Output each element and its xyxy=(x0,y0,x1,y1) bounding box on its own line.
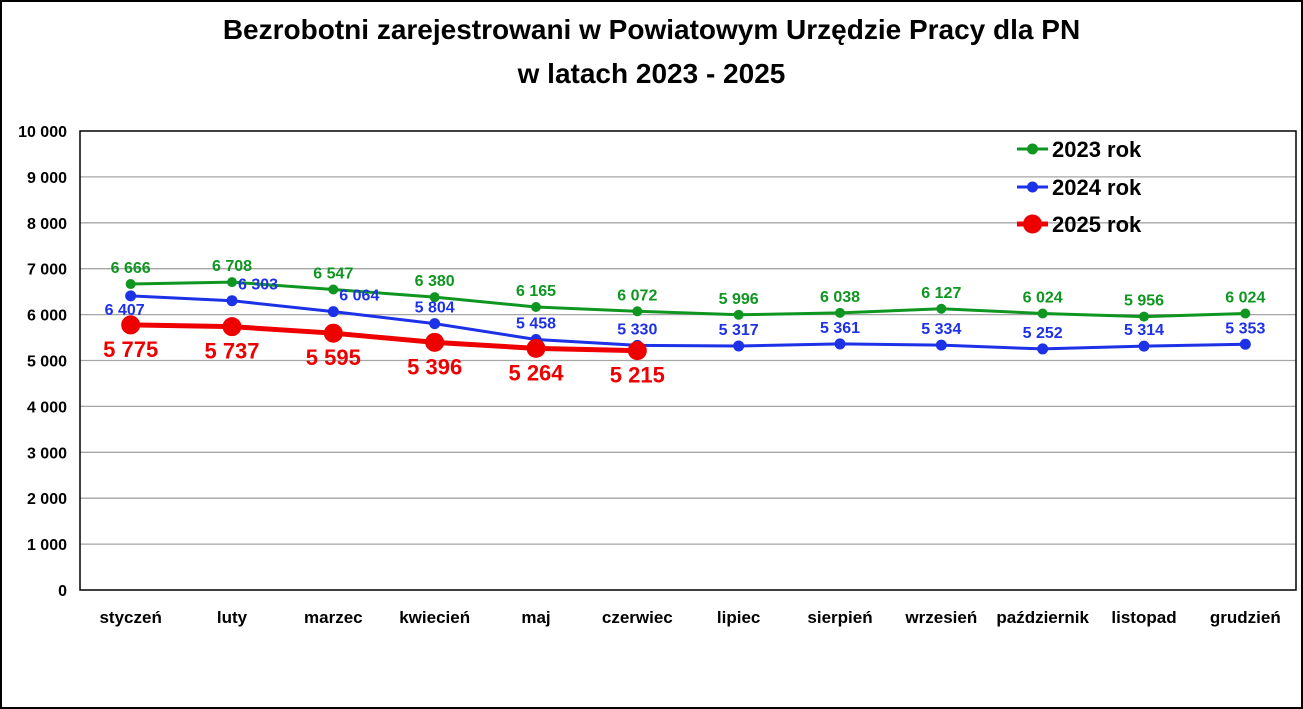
data-point-marker-2025-rok xyxy=(323,323,343,343)
x-axis-category-label: luty xyxy=(217,608,248,627)
y-axis-tick-label: 8 000 xyxy=(27,216,67,233)
data-point-marker-2023-rok xyxy=(835,307,845,318)
legend-label-2023-rok: 2023 rok xyxy=(1052,137,1142,162)
x-axis-category-label: październik xyxy=(996,608,1089,627)
data-label-2025-rok: 5 264 xyxy=(508,360,564,385)
data-label-2023-rok: 6 708 xyxy=(212,258,252,275)
data-label-2024-rok: 5 458 xyxy=(516,315,556,332)
data-point-marker-2025-rok xyxy=(121,315,141,335)
data-point-marker-2024-rok xyxy=(125,290,137,302)
data-point-marker-2024-rok xyxy=(1138,340,1150,352)
chart-title-line-1: Bezrobotni zarejestrowani w Powiatowym U… xyxy=(222,14,1081,45)
data-label-2023-rok: 6 666 xyxy=(111,260,151,277)
data-label-2024-rok: 6 303 xyxy=(238,277,278,294)
legend-marker-icon xyxy=(1027,143,1038,155)
data-point-marker-2024-rok xyxy=(327,306,339,318)
y-axis-tick-label: 7 000 xyxy=(27,262,67,279)
data-label-2023-rok: 5 996 xyxy=(719,291,759,308)
data-point-marker-2023-rok xyxy=(733,309,744,320)
x-axis-category-label: wrzesień xyxy=(904,608,977,627)
data-point-marker-2024-rok xyxy=(733,340,745,352)
series-line-2025-rok xyxy=(128,322,640,354)
data-label-2024-rok: 5 314 xyxy=(1124,322,1164,339)
x-axis-category-label: listopad xyxy=(1111,608,1176,627)
data-label-2024-rok: 5 334 xyxy=(921,321,961,338)
data-label-2024-rok: 6 407 xyxy=(105,302,145,319)
data-point-marker-2025-rok xyxy=(526,338,546,358)
y-axis-tick-label: 6 000 xyxy=(27,308,67,325)
data-point-marker-2024-rok xyxy=(834,338,846,350)
data-label-2023-rok: 6 547 xyxy=(313,265,353,282)
y-axis-tick-label: 4 000 xyxy=(27,399,67,416)
data-label-2024-rok: 6 064 xyxy=(339,288,379,305)
data-point-marker-2023-rok xyxy=(227,277,237,288)
data-point-marker-2023-rok xyxy=(531,302,541,313)
data-label-2023-rok: 6 038 xyxy=(820,289,860,306)
data-point-marker-2024-rok xyxy=(1037,343,1049,355)
y-axis-tick-label: 2 000 xyxy=(27,491,67,508)
x-axis-category-label: kwiecień xyxy=(399,608,470,627)
legend-marker-icon xyxy=(1027,181,1038,193)
data-point-marker-2025-rok xyxy=(627,341,647,361)
data-label-2024-rok: 5 361 xyxy=(820,320,860,337)
data-label-2023-rok: 6 380 xyxy=(415,273,455,290)
data-label-2024-rok: 5 317 xyxy=(719,322,759,339)
legend-marker-icon xyxy=(1023,214,1042,234)
data-point-marker-2023-rok xyxy=(328,284,339,295)
data-point-marker-2023-rok xyxy=(429,292,440,303)
legend-label-2025-rok: 2025 rok xyxy=(1052,212,1142,237)
x-axis-category-label: styczeń xyxy=(99,608,161,627)
x-axis-category-label: czerwiec xyxy=(602,608,673,627)
data-label-2025-rok: 5 737 xyxy=(204,339,259,364)
series-line-2023-rok xyxy=(129,280,1247,319)
x-axis-category-label: marzec xyxy=(304,608,363,627)
data-point-marker-2023-rok xyxy=(1240,308,1251,319)
y-axis-tick-label: 10 000 xyxy=(18,124,67,141)
data-label-2025-rok: 5 775 xyxy=(103,337,158,362)
data-label-2023-rok: 6 165 xyxy=(516,283,556,300)
data-point-marker-2023-rok xyxy=(1037,308,1048,319)
chart-title-line-2: w latach 2023 - 2025 xyxy=(517,58,786,89)
data-label-2025-rok: 5 595 xyxy=(306,345,361,370)
data-label-2024-rok: 5 804 xyxy=(415,300,455,317)
series-line-2024-rok xyxy=(129,294,1247,351)
y-axis-tick-label: 1 000 xyxy=(27,537,67,554)
x-axis-category-label: lipiec xyxy=(717,608,760,627)
data-label-2025-rok: 5 215 xyxy=(610,363,665,388)
data-label-2023-rok: 5 956 xyxy=(1124,293,1164,310)
data-label-2024-rok: 5 353 xyxy=(1225,320,1265,337)
data-point-marker-2024-rok xyxy=(429,318,441,330)
data-point-marker-2024-rok xyxy=(935,339,947,351)
x-axis-category-label: maj xyxy=(521,608,550,627)
y-axis-tick-label: 5 000 xyxy=(27,354,67,371)
data-point-marker-2023-rok xyxy=(632,306,643,317)
data-point-marker-2025-rok xyxy=(222,317,242,337)
data-point-marker-2024-rok xyxy=(1239,338,1251,350)
data-point-marker-2023-rok xyxy=(1139,311,1149,322)
data-point-marker-2024-rok xyxy=(226,295,238,307)
data-point-marker-2025-rok xyxy=(425,332,445,352)
x-axis-category-label: grudzień xyxy=(1210,608,1281,627)
legend-label-2024-rok: 2024 rok xyxy=(1052,175,1142,200)
data-point-marker-2023-rok xyxy=(125,279,136,290)
x-axis-category-label: sierpień xyxy=(807,608,872,627)
data-point-marker-2023-rok xyxy=(936,303,947,314)
y-axis-tick-label: 0 xyxy=(58,583,67,600)
data-label-2023-rok: 6 024 xyxy=(1023,289,1063,306)
data-label-2023-rok: 6 072 xyxy=(617,287,657,304)
data-label-2023-rok: 6 024 xyxy=(1225,289,1265,306)
data-label-2024-rok: 5 330 xyxy=(617,321,657,338)
data-label-2023-rok: 6 127 xyxy=(921,285,961,302)
data-label-2025-rok: 5 396 xyxy=(407,354,462,379)
data-label-2024-rok: 5 252 xyxy=(1023,325,1063,342)
y-axis-tick-label: 9 000 xyxy=(27,170,67,187)
plot-border xyxy=(79,130,1297,591)
y-axis-tick-label: 3 000 xyxy=(27,445,67,462)
